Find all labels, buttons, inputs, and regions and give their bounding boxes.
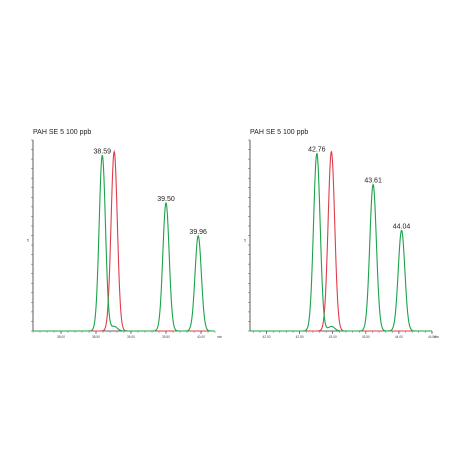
chromatogram-chart-1: 5 38.00 38.50 39.00 39.50 40.00 min 38.59 39.50 3… xyxy=(27,139,222,339)
peak-label: 43.61 xyxy=(364,178,382,185)
y-tick-label: 5 xyxy=(244,239,246,243)
x-tick-label: 42.50 xyxy=(296,335,304,339)
chromatogram-panel-2: PAH SE 5 100 ppb 5 42.00 42.50 43.00 43.50 44… xyxy=(235,0,470,470)
peak-label: 42.76 xyxy=(308,146,326,153)
x-tick-label: 42.00 xyxy=(263,335,271,339)
x-tick-label: 39.00 xyxy=(127,335,135,339)
series-trace-1 xyxy=(33,149,215,332)
x-tick-label: 39.50 xyxy=(162,335,170,339)
peak-label: 39.50 xyxy=(157,196,175,203)
x-tick-label: 43.50 xyxy=(362,335,370,339)
chart-title-2: PAH SE 5 100 ppb xyxy=(250,129,309,136)
peak-label: 44.04 xyxy=(393,223,411,230)
x-tick-label: 38.50 xyxy=(92,335,100,339)
x-tick-label: 40.00 xyxy=(197,335,205,339)
series-trace-0 xyxy=(33,154,215,332)
series-trace-0 xyxy=(250,152,432,332)
x-unit-label: min xyxy=(217,335,222,339)
series-trace-1 xyxy=(250,150,432,332)
peak-label: 38.59 xyxy=(94,148,112,155)
x-tick-label: 44.00 xyxy=(395,335,403,339)
chromatogram-panel-1: PAH SE 5 100 ppb 5 38.00 38.50 39.00 39.50 40… xyxy=(27,129,222,339)
x-unit-label: min xyxy=(434,335,439,339)
x-tick-label: 44.50 xyxy=(428,335,436,339)
x-tick-label: 38.00 xyxy=(57,335,65,339)
y-tick-label: 5 xyxy=(27,239,29,243)
x-tick-label: 43.00 xyxy=(329,335,337,339)
chart-title-1: PAH SE 5 100 ppb xyxy=(33,129,92,136)
peak-label: 39.96 xyxy=(189,229,207,236)
